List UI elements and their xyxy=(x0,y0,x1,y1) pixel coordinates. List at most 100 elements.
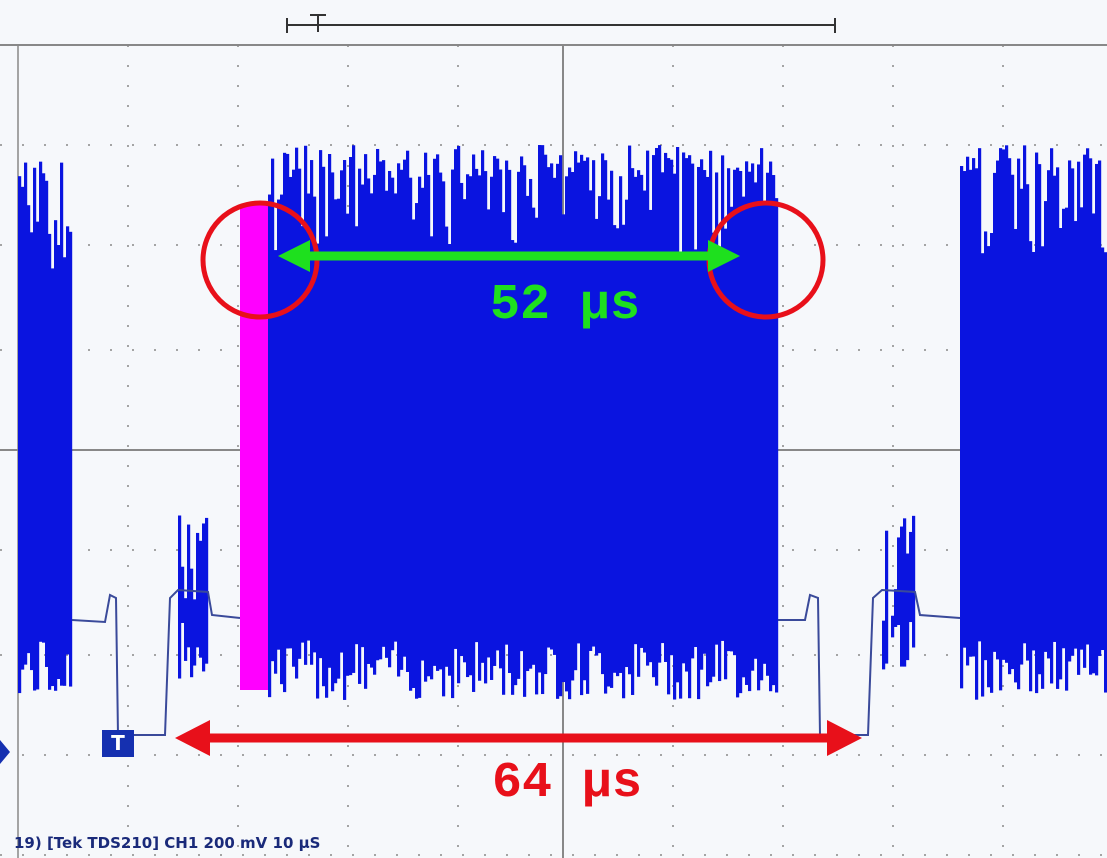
signal-burst xyxy=(769,162,772,692)
signal-burst xyxy=(346,214,349,676)
signal-burst xyxy=(544,155,547,674)
signal-burst xyxy=(271,159,274,662)
signal-burst xyxy=(322,167,325,686)
signal-burst xyxy=(703,170,706,654)
signal-burst xyxy=(45,181,48,667)
signal-burst xyxy=(57,245,60,679)
signal-burst xyxy=(1062,209,1065,648)
signal-burst xyxy=(1089,158,1092,674)
signal-burst xyxy=(1020,189,1023,665)
signal-burst xyxy=(283,153,286,692)
signal-burst xyxy=(454,149,457,649)
signal-burst xyxy=(978,148,981,641)
signal-burst xyxy=(436,154,439,671)
signal-burst xyxy=(36,222,39,690)
signal-burst xyxy=(742,197,745,678)
signal-burst xyxy=(1035,153,1038,694)
signal-burst xyxy=(1098,161,1101,656)
signal-burst xyxy=(550,163,553,649)
signal-burst xyxy=(1086,148,1089,644)
signal-burst xyxy=(676,147,679,682)
signal-burst xyxy=(370,193,373,667)
signal-burst xyxy=(295,148,298,679)
signal-burst xyxy=(691,164,694,659)
page: 52 µs 64 µs T 19) [Tek TDS210] CH1 200 m… xyxy=(0,0,1107,858)
signal-burst xyxy=(54,220,57,691)
signal-burst xyxy=(733,170,736,655)
signal-burst xyxy=(517,172,520,679)
trigger-marker: T xyxy=(111,731,125,755)
signal-burst xyxy=(349,157,352,675)
signal-burst xyxy=(1059,228,1062,679)
signal-burst xyxy=(685,158,688,671)
signal-burst xyxy=(1047,170,1050,658)
signal-burst xyxy=(700,159,703,669)
signal-burst xyxy=(1083,155,1086,668)
signal-burst xyxy=(63,257,66,686)
signal-burst xyxy=(397,163,400,676)
signal-burst xyxy=(969,170,972,657)
signal-burst xyxy=(634,177,637,644)
signal-burst xyxy=(268,195,271,698)
signal-burst xyxy=(1095,164,1098,675)
signal-burst xyxy=(748,172,751,691)
signal-burst xyxy=(24,163,27,665)
signal-burst xyxy=(727,168,730,651)
signal-burst xyxy=(655,148,658,686)
signal-burst xyxy=(21,187,24,670)
signal-burst xyxy=(430,236,433,679)
signal-burst xyxy=(481,150,484,663)
signal-burst xyxy=(571,172,574,680)
signal-burst xyxy=(331,172,334,691)
signal-burst xyxy=(325,236,328,697)
signal-burst xyxy=(604,160,607,693)
signal-burst xyxy=(30,232,33,670)
signal-burst xyxy=(1041,246,1044,689)
signal-burst xyxy=(18,176,21,693)
signal-burst xyxy=(376,149,379,660)
signal-burst xyxy=(897,537,900,625)
signal-burst xyxy=(709,151,712,682)
signal-burst xyxy=(184,598,187,661)
signal-burst xyxy=(60,163,63,686)
signal-burst xyxy=(903,518,906,666)
signal-burst xyxy=(337,199,340,679)
signal-burst xyxy=(757,164,760,690)
period-label: 64 µs xyxy=(492,755,642,812)
signal-burst xyxy=(592,160,595,646)
signal-burst xyxy=(1092,213,1095,673)
signal-burst xyxy=(715,172,718,644)
signal-burst xyxy=(379,161,382,659)
signal-burst xyxy=(694,249,697,647)
signal-burst xyxy=(661,172,664,643)
signal-burst xyxy=(475,169,478,642)
signal-burst xyxy=(448,244,451,676)
signal-burst xyxy=(42,173,45,642)
signal-burst xyxy=(1080,207,1083,649)
signal-burst xyxy=(526,196,529,671)
signal-burst xyxy=(1074,221,1077,649)
signal-burst xyxy=(382,160,385,647)
signal-burst xyxy=(598,196,601,653)
signal-burst xyxy=(286,154,289,649)
signal-burst xyxy=(427,175,430,676)
signal-burst xyxy=(766,173,769,676)
signal-burst xyxy=(646,151,649,666)
signal-burst xyxy=(298,169,301,659)
signal-burst xyxy=(190,569,193,678)
signal-burst xyxy=(652,155,655,677)
signal-burst xyxy=(280,195,283,685)
signal-burst xyxy=(33,168,36,691)
signal-burst xyxy=(373,175,376,675)
signal-burst xyxy=(586,157,589,693)
signal-burst xyxy=(658,145,661,663)
signal-burst xyxy=(541,145,544,694)
signal-burst xyxy=(1056,167,1059,689)
signal-burst xyxy=(445,227,448,667)
signal-burst xyxy=(885,531,888,664)
signal-burst xyxy=(520,156,523,651)
signal-burst xyxy=(547,167,550,647)
signal-burst xyxy=(999,148,1002,690)
signal-burst xyxy=(745,161,748,685)
signal-burst xyxy=(1014,229,1017,682)
